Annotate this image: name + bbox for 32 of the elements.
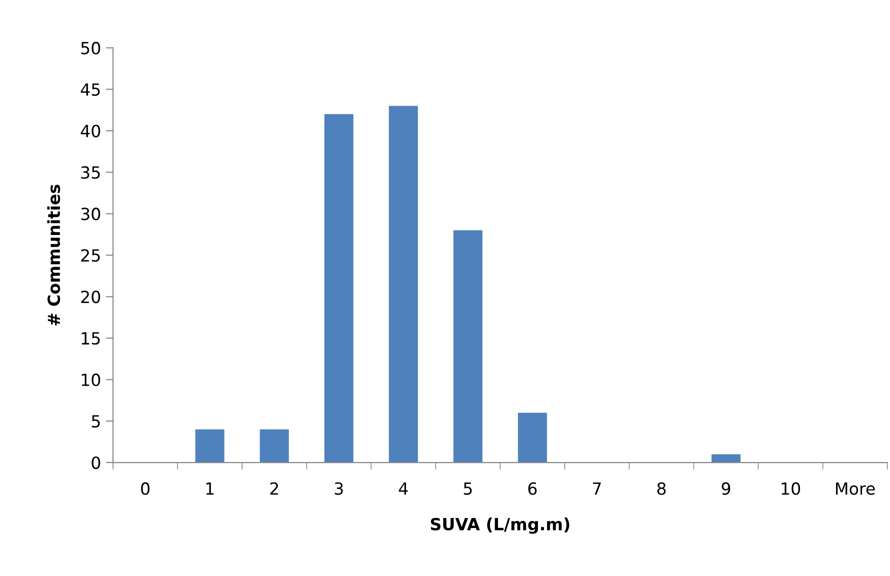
x-tick-label: 7 (593, 482, 601, 495)
bar (195, 429, 224, 463)
y-tick-label: 25 (81, 249, 100, 262)
y-tick-label: 15 (82, 332, 100, 345)
bar (453, 230, 482, 463)
x-tick-label: 2 (270, 482, 278, 495)
x-tick-label: 0 (141, 482, 150, 495)
y-tick-label: 20 (81, 290, 100, 304)
y-tick-label: 30 (81, 208, 100, 220)
x-tick-label: 6 (528, 482, 537, 495)
y-tick-label: 40 (80, 124, 100, 138)
x-tick-label: 10 (782, 482, 800, 495)
bar (324, 114, 354, 463)
bar (518, 412, 547, 463)
y-tick-label: 0 (92, 456, 100, 470)
x-tick-label: 4 (398, 482, 408, 495)
y-tick-label: 10 (82, 374, 100, 386)
x-tick-label: 9 (722, 482, 730, 495)
x-tick-label: 1 (206, 482, 214, 495)
x-tick-label: 3 (334, 482, 343, 495)
x-tick-label: More (836, 482, 875, 495)
x-tick-label: 5 (464, 482, 472, 495)
y-tick-label: 50 (81, 42, 100, 54)
y-tick-label: 35 (81, 166, 100, 179)
y-axis-title: # Communities (47, 184, 60, 326)
x-axis-title: SUVA (L/mg.m) (430, 518, 570, 534)
y-tick-label: 45 (80, 83, 100, 96)
y-tick-label: 5 (92, 415, 100, 428)
x-tick-label: 8 (657, 482, 666, 495)
bar (260, 429, 289, 463)
bar (712, 454, 741, 463)
bar (388, 106, 418, 463)
